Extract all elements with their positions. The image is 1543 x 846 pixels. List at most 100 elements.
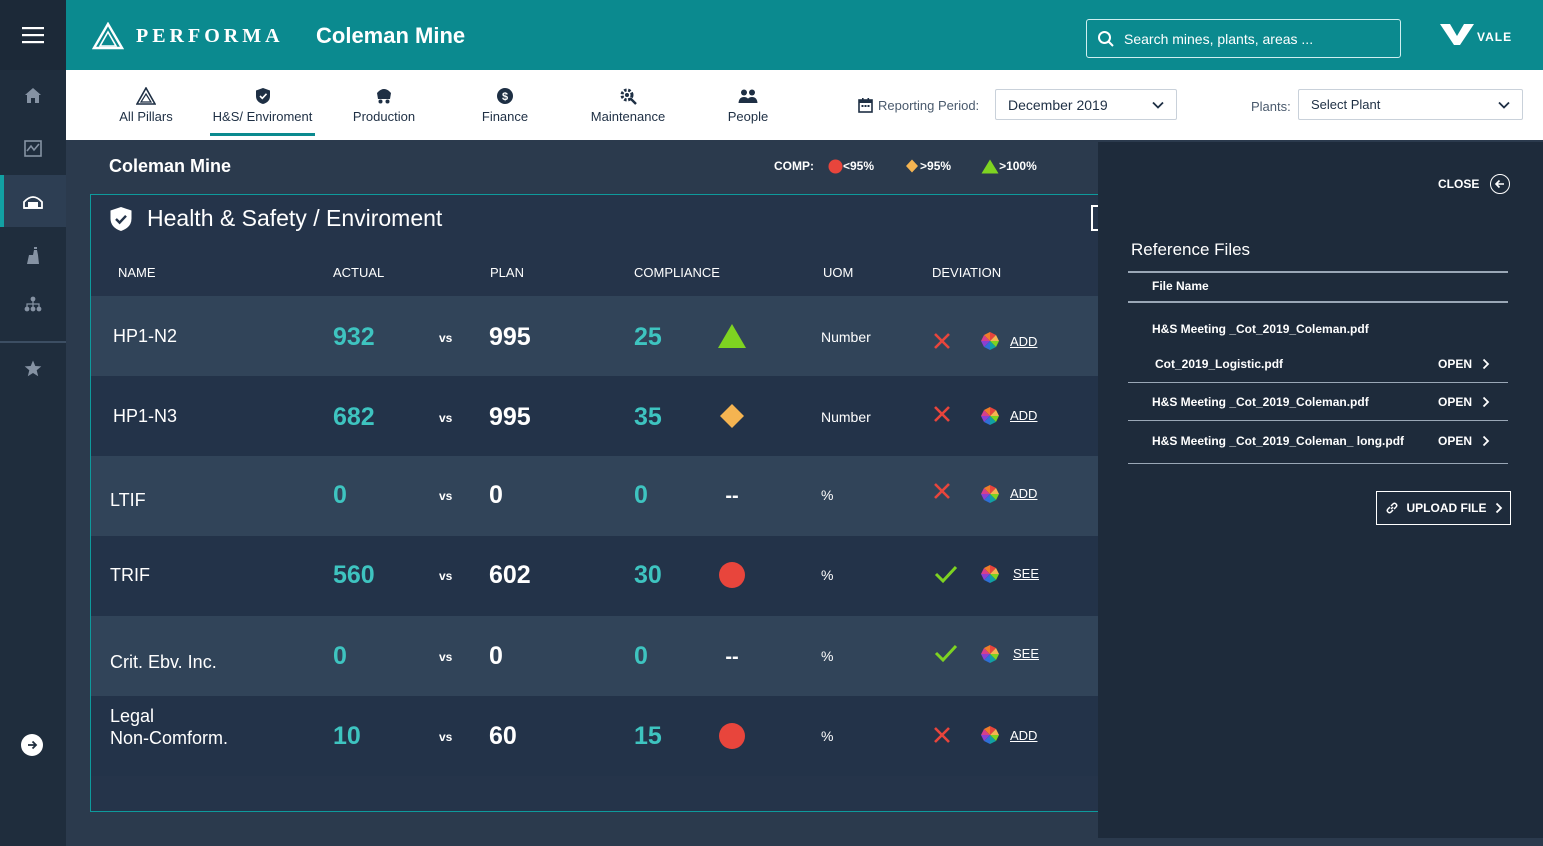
open-label: OPEN [1438,395,1473,409]
row-uom: % [821,728,834,744]
top-bar: PERFORMA Coleman Mine Search mines, plan… [66,0,1543,70]
shield-icon [110,206,132,231]
close-label: CLOSE [1438,177,1480,191]
search-input[interactable]: Search mines, plants, areas ... [1086,19,1401,58]
file-item[interactable]: H&S Meeting _Cot_2019_Coleman.pdf [1128,310,1508,348]
row-plan: 995 [489,323,531,351]
vale-logo-icon [1440,24,1474,45]
plant-icon[interactable] [0,230,66,282]
chevron-down-icon [1498,101,1510,109]
vale-color-logo-icon [980,331,1002,353]
tab-production[interactable]: Production [352,86,416,130]
row-name: Crit. Ebv. Inc. [110,652,217,672]
row-compliance: 35 [634,403,662,431]
check-icon [934,643,958,665]
tab-people[interactable]: People [727,86,769,130]
no-indicator-dash: -- [725,484,739,507]
triangle-icon [136,86,156,106]
row-compliance: 0 [634,642,648,670]
home-icon[interactable] [0,69,66,121]
vale-color-logo-icon [980,725,1002,747]
brand-logo[interactable]: PERFORMA [92,22,284,50]
plants-label: Plants: [1251,99,1291,114]
orange-diamond-icon [717,401,747,431]
search-icon [1098,30,1114,47]
hierarchy-icon[interactable] [0,278,66,330]
close-button[interactable]: CLOSE [1438,174,1511,194]
arrow-right-icon[interactable] [21,734,43,756]
reporting-period-label: Reporting Period: [858,98,979,113]
vale-color-logo-icon [980,406,1002,428]
green-triangle-icon [981,159,999,173]
row-name: Legal Non-Comform. [110,706,229,748]
row-uom: % [821,567,834,583]
row-compliance: 30 [634,561,662,589]
add-link[interactable]: ADD [1010,334,1038,349]
see-link[interactable]: SEE [1013,566,1040,581]
menu-icon[interactable] [0,0,66,70]
legend-item-below: <95% [828,159,874,174]
file-item[interactable]: H&S Meeting _Cot_2019_Coleman_ long.pdf … [1128,426,1508,464]
reporting-period-text: Reporting Period: [878,98,980,113]
row-uom: Number [821,329,871,345]
tab-label: H&S/ Enviroment [212,109,313,124]
chevron-right-icon [1482,396,1490,408]
reporting-period-select[interactable]: December 2019 [995,89,1177,120]
tab-hs-enviroment[interactable]: H&S/ Enviroment [210,86,315,136]
arrow-left-icon [1490,174,1511,194]
open-label: OPEN [1438,434,1473,448]
open-button[interactable]: OPEN [1438,357,1490,371]
open-button[interactable]: OPEN [1438,395,1490,409]
row-actual: 0 [333,481,347,509]
row-plan: 602 [489,561,531,589]
card-title: Health & Safety / Enviroment [147,205,443,231]
col-plan: PLAN [490,265,524,280]
file-item[interactable]: Cot_2019_Logistic.pdf OPEN [1128,345,1508,383]
file-name: H&S Meeting _Cot_2019_Coleman.pdf [1152,395,1369,409]
calendar-icon [858,98,873,113]
star-icon[interactable] [0,342,66,394]
row-plan: 60 [489,722,517,750]
shield-icon [255,86,271,106]
legend-text: >95% [920,159,952,173]
mine-icon[interactable] [0,175,66,227]
tab-label: People [727,109,769,124]
panel-divider [1128,271,1508,273]
table-row: TRIF 560 vs 602 30 % SEE [91,536,1099,616]
row-vs: vs [439,650,453,664]
row-plan: 0 [489,642,503,670]
tab-maintenance[interactable]: Maintenance [589,86,667,130]
plants-select[interactable]: Select Plant [1298,89,1523,120]
upload-file-button[interactable]: UPLOAD FILE [1376,491,1511,525]
row-compliance: 25 [634,323,662,351]
add-link[interactable]: ADD [1010,486,1038,501]
red-circle-icon [717,721,747,751]
see-link[interactable]: SEE [1013,646,1040,661]
row-name: TRIF [110,565,150,585]
reference-files-panel: CLOSE Reference Files File Name H&S Meet… [1098,142,1543,838]
row-name: HP1-N2 [113,326,178,346]
file-item[interactable]: H&S Meeting _Cot_2019_Coleman.pdf OPEN [1128,383,1508,421]
row-compliance: 0 [634,481,648,509]
vale-color-logo-icon [980,564,1002,586]
plants-value: Select Plant [1311,97,1381,112]
red-circle-icon [828,159,843,173]
tab-all-pillars[interactable]: All Pillars [118,86,174,130]
open-label: OPEN [1438,357,1473,371]
open-button[interactable]: OPEN [1438,434,1490,448]
red-circle-icon [717,560,747,590]
add-link[interactable]: ADD [1010,728,1038,743]
add-link[interactable]: ADD [1010,408,1038,423]
tab-finance[interactable]: $ Finance [480,86,530,130]
chevron-right-icon [1482,358,1490,370]
chart-icon[interactable] [0,122,66,174]
search-placeholder: Search mines, plants, areas ... [1124,30,1314,47]
row-uom: % [821,648,834,664]
row-actual: 10 [333,722,361,750]
file-name: Cot_2019_Logistic.pdf [1155,357,1284,371]
upload-label: UPLOAD FILE [1406,501,1487,515]
table-row: HP1-N2 932 vs 995 25 Number ADD [91,296,1099,376]
table-row: LTIF 0 vs 0 0 -- % ADD [91,456,1099,536]
card-corner-marker [1091,205,1099,231]
file-name: H&S Meeting _Cot_2019_Coleman_ long.pdf [1152,434,1405,448]
